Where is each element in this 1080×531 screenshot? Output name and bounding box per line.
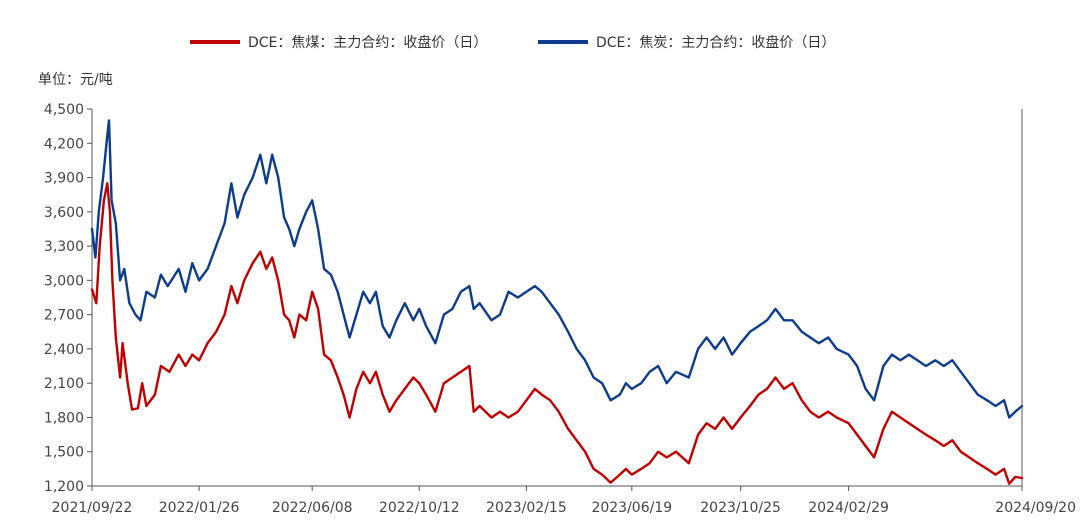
y-tick-label: 3,000 — [44, 273, 84, 289]
unit-label: 单位：元/吨 — [38, 72, 113, 88]
series-line-coking-coal — [90, 182, 1024, 485]
x-tick-label: 2023/10/25 — [700, 500, 781, 516]
x-tick-label: 2022/01/26 — [159, 500, 240, 516]
x-axis: 2021/09/22 2022/01/26 2022/06/08 2022/10/12… — [52, 485, 1076, 516]
y-tick-label: 1,500 — [44, 445, 84, 461]
y-tick-label: 4,500 — [44, 102, 84, 118]
x-tick-label: 2023/02/15 — [486, 500, 567, 516]
legend: DCE：焦煤：主力合约：收盘价（日） DCE：焦炭：主力合约：收盘价（日） — [190, 34, 835, 51]
x-tick-label: 2023/06/19 — [591, 500, 672, 516]
y-tick-label: 1,200 — [44, 479, 84, 495]
y-tick-label: 2,700 — [44, 308, 84, 324]
legend-label-coke: DCE：焦炭：主力合约：收盘价（日） — [596, 34, 835, 51]
series-layer — [90, 119, 1024, 485]
y-tick-label: 2,400 — [44, 342, 84, 358]
x-tick-label: 2024/09/20 — [995, 500, 1076, 516]
y-tick-label: 4,200 — [44, 136, 84, 152]
series-line-coke — [90, 119, 1024, 419]
y-tick-label: 1,800 — [44, 410, 84, 426]
x-tick-label: 2022/06/08 — [272, 500, 353, 516]
y-axis: 1,200 1,500 1,800 2,100 2,400 2,700 3,000 3,300… — [44, 102, 1023, 495]
y-tick-label: 3,300 — [44, 239, 84, 255]
y-tick-label: 2,100 — [44, 376, 84, 392]
x-tick-label: 2022/10/12 — [379, 500, 460, 516]
y-tick-label: 3,900 — [44, 171, 84, 187]
x-tick-label: 2021/09/22 — [52, 500, 133, 516]
y-tick-label: 3,600 — [44, 205, 84, 221]
x-tick-label: 2024/02/29 — [808, 500, 889, 516]
legend-label-coking-coal: DCE：焦煤：主力合约：收盘价（日） — [248, 34, 487, 51]
